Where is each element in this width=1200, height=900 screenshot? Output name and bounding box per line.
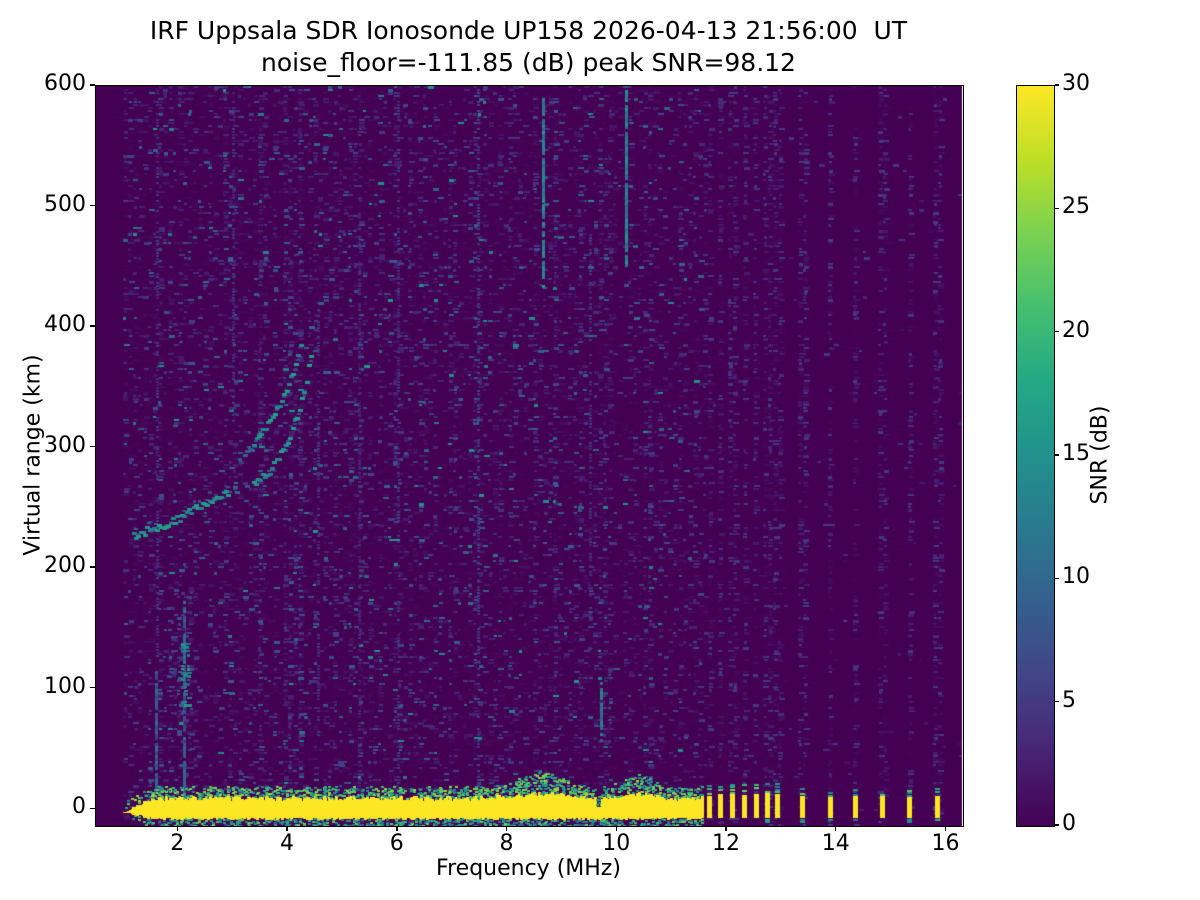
colorbar-tick-mark xyxy=(1054,577,1059,580)
colorbar-tick-mark xyxy=(1054,331,1059,333)
colorbar-tick-label: 0 xyxy=(1062,811,1076,836)
colorbar-gradient xyxy=(1017,86,1054,826)
x-tick-label: 14 xyxy=(821,831,850,856)
chart-subtitle: noise_floor=-111.85 (dB) peak SNR=98.12 xyxy=(261,48,796,77)
x-axis-label: Frequency (MHz) xyxy=(436,856,621,881)
x-tick-mark xyxy=(505,826,508,831)
y-axis-label: Virtual range (km) xyxy=(20,354,46,556)
y-tick-label: 500 xyxy=(44,191,86,217)
x-tick-label: 8 xyxy=(499,831,514,856)
colorbar-tick-mark xyxy=(1054,824,1059,826)
colorbar-tick-mark xyxy=(1054,701,1059,703)
x-tick-mark xyxy=(286,826,288,831)
plot-area xyxy=(95,85,964,827)
colorbar xyxy=(1016,85,1055,827)
x-tick-mark xyxy=(396,826,398,831)
y-tick-label: 300 xyxy=(44,432,86,458)
y-tick-label: 100 xyxy=(44,673,86,699)
x-tick-label: 10 xyxy=(602,831,631,856)
x-tick-mark xyxy=(944,826,947,831)
chart-title: IRF Uppsala SDR Ionosonde UP158 2026-04-… xyxy=(149,16,908,45)
x-tick-label: 2 xyxy=(170,831,185,856)
colorbar-tick-label: 20 xyxy=(1062,317,1090,343)
x-tick-label: 16 xyxy=(931,831,960,856)
colorbar-tick-mark xyxy=(1054,84,1059,86)
y-tick-mark xyxy=(90,807,95,809)
y-tick-label: 600 xyxy=(44,71,86,96)
y-tick-label: 0 xyxy=(72,794,86,820)
y-tick-label: 400 xyxy=(44,312,86,338)
colorbar-tick-mark xyxy=(1054,454,1059,456)
colorbar-tick-label: 10 xyxy=(1062,564,1090,590)
x-tick-label: 4 xyxy=(280,831,295,856)
colorbar-tick-label: 15 xyxy=(1062,441,1090,466)
y-tick-label: 200 xyxy=(44,553,86,579)
y-tick-mark xyxy=(90,445,95,448)
colorbar-label: SNR (dB) xyxy=(1087,405,1113,505)
y-tick-mark xyxy=(90,204,95,207)
x-tick-label: 6 xyxy=(389,831,404,856)
x-tick-mark xyxy=(725,826,727,831)
colorbar-tick-label: 25 xyxy=(1062,194,1090,220)
y-tick-mark xyxy=(90,566,95,568)
colorbar-tick-mark xyxy=(1054,207,1059,210)
x-tick-mark xyxy=(176,826,178,831)
colorbar-tick-label: 5 xyxy=(1062,687,1076,713)
x-tick-mark xyxy=(615,826,617,831)
x-tick-mark xyxy=(835,826,837,831)
x-tick-label: 12 xyxy=(712,831,741,856)
colorbar-tick-label: 30 xyxy=(1062,71,1090,96)
y-tick-mark xyxy=(90,325,95,327)
y-tick-mark xyxy=(90,84,95,86)
y-tick-mark xyxy=(90,687,95,689)
ionogram-heatmap xyxy=(96,86,963,826)
